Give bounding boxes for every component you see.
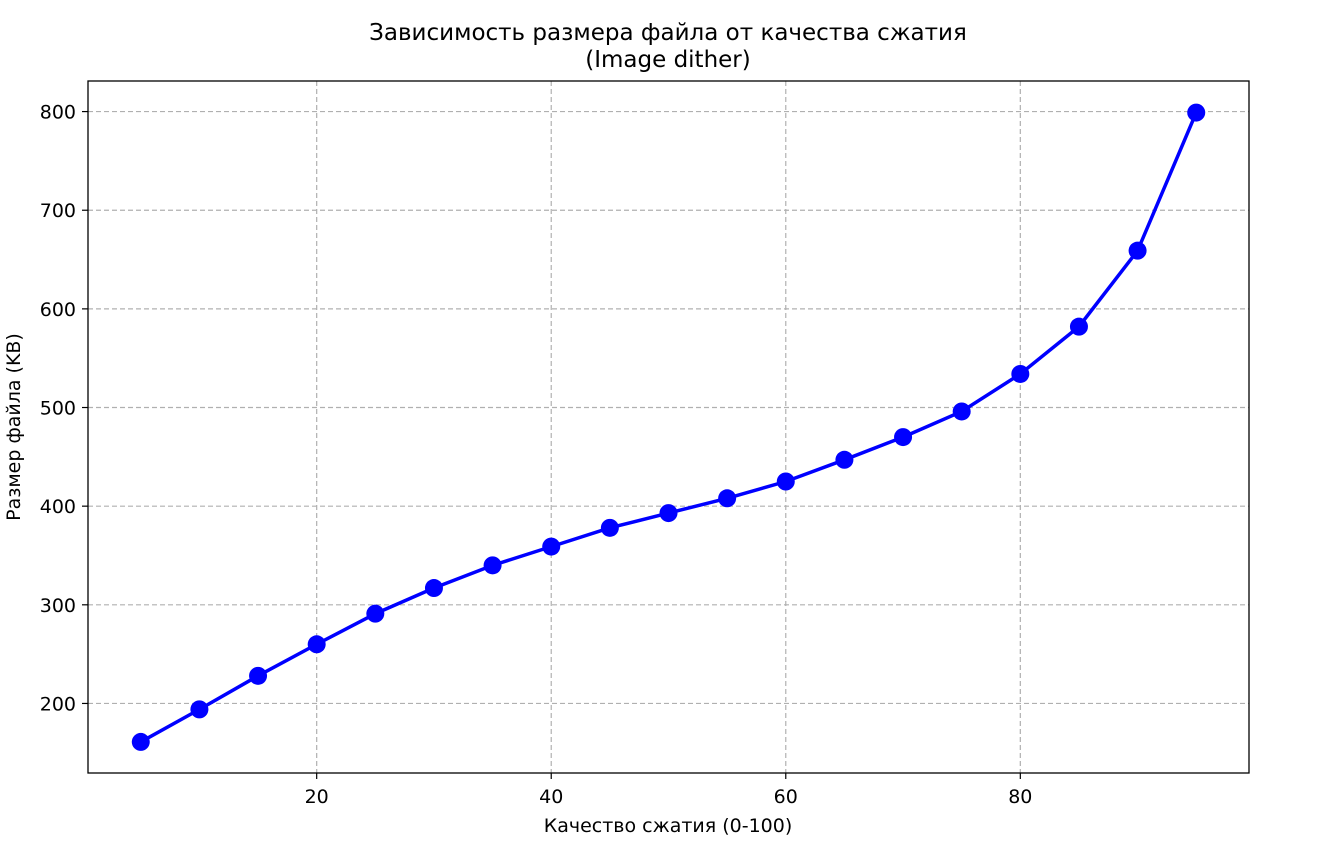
marker [307, 635, 326, 654]
x-tick-label: 60 [774, 786, 798, 808]
plot-frame [87, 80, 1250, 774]
y-tick-label: 800 [40, 102, 76, 124]
x-tick-label: 20 [305, 786, 329, 808]
marker [366, 604, 385, 623]
x-axis-label: Качество сжатия (0-100) [544, 815, 793, 837]
y-tick-label: 400 [40, 496, 76, 518]
y-tick-label: 700 [40, 200, 76, 222]
x-tick-label: 80 [1008, 786, 1032, 808]
marker [718, 489, 737, 508]
marker [483, 556, 502, 575]
line [139, 111, 1198, 744]
x-tick-label: 40 [539, 786, 563, 808]
marker [542, 537, 561, 556]
chart-title: Зависимость размера файла от качества сж… [369, 20, 967, 46]
marker [1069, 317, 1088, 336]
marker [424, 579, 443, 598]
marker [659, 504, 678, 523]
marker [835, 450, 854, 469]
y-axis-label: Размер файла (KB) [3, 333, 25, 521]
marker [776, 472, 795, 491]
marker [1011, 364, 1030, 383]
marker [190, 700, 209, 719]
marker [249, 666, 268, 685]
y-tick-label: 500 [40, 398, 76, 420]
marker [600, 518, 619, 537]
y-tick-label: 600 [40, 299, 76, 321]
chart-subtitle: (Image dither) [585, 47, 750, 73]
y-tick-label: 200 [40, 693, 76, 715]
marker [131, 732, 150, 751]
y-tick-label: 300 [40, 595, 76, 617]
marker [952, 402, 971, 421]
marker [894, 428, 913, 447]
marker [1187, 103, 1206, 122]
marker [1128, 241, 1147, 260]
